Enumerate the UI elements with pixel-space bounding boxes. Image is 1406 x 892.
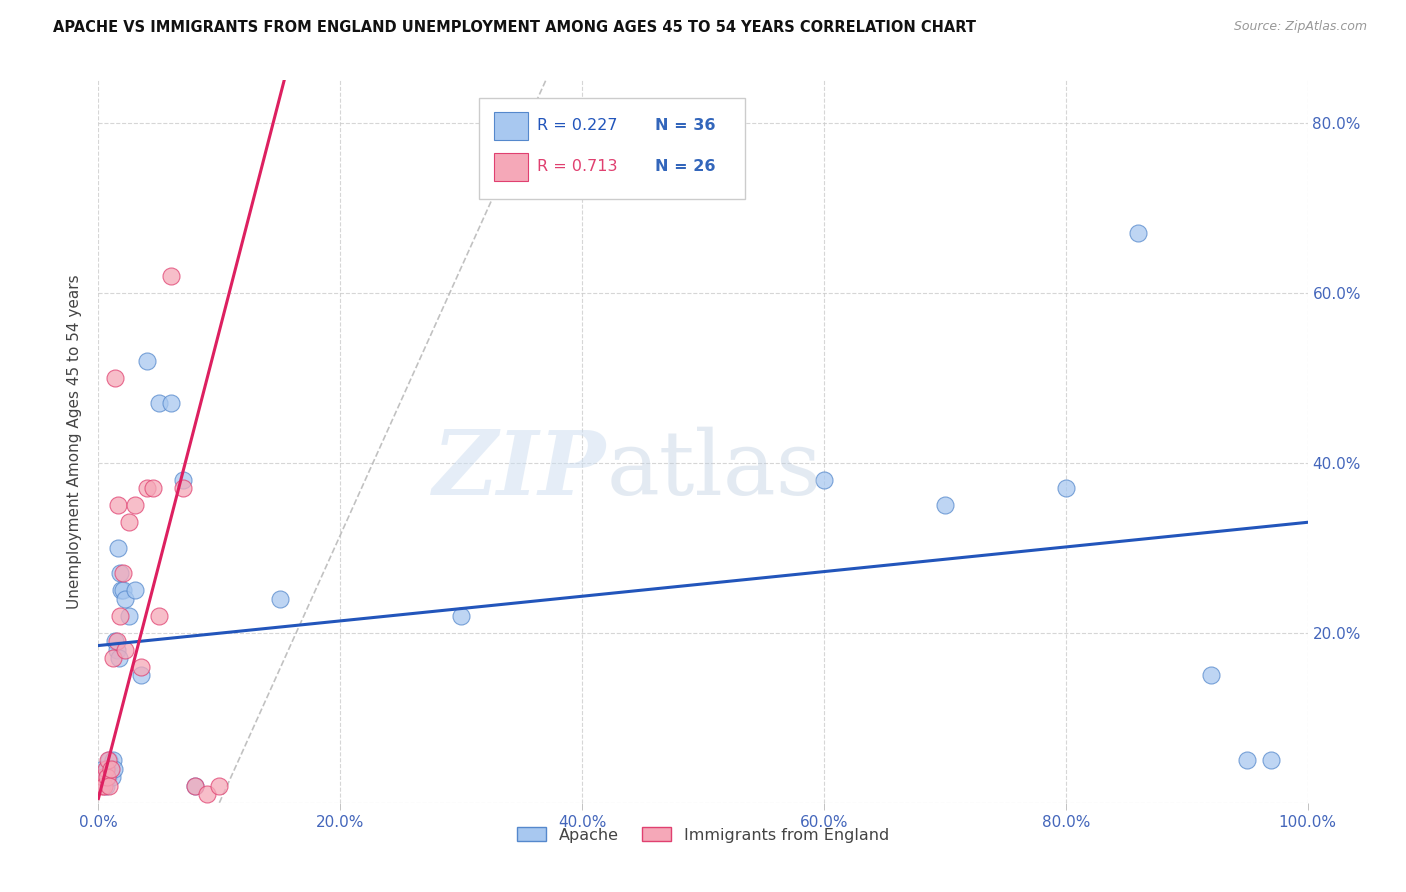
FancyBboxPatch shape (479, 98, 745, 200)
Text: N = 26: N = 26 (655, 160, 716, 175)
Legend: Apache, Immigrants from England: Apache, Immigrants from England (510, 821, 896, 849)
Bar (494, 153, 527, 181)
Point (160, 396, 183, 410)
Point (101, 651, 124, 665)
Text: Source: ZipAtlas.com: Source: ZipAtlas.com (1233, 20, 1367, 33)
Point (91, 779, 114, 793)
Point (94, 779, 117, 793)
Point (108, 608, 131, 623)
Point (101, 753, 124, 767)
Text: R = 0.227: R = 0.227 (537, 119, 617, 133)
Point (91, 770, 114, 784)
Point (97, 753, 120, 767)
Text: atlas: atlas (606, 426, 821, 514)
Point (93, 779, 115, 793)
Bar (494, 112, 527, 139)
Point (100, 762, 122, 776)
Point (107, 541, 129, 555)
Point (160, 268, 183, 283)
Point (172, 481, 194, 495)
Text: ZIP: ZIP (433, 427, 606, 514)
Point (94, 762, 117, 776)
Point (97, 770, 120, 784)
Point (148, 608, 170, 623)
Point (108, 566, 131, 581)
Point (172, 473, 194, 487)
Point (1054, 481, 1077, 495)
Point (195, 787, 218, 801)
Point (450, 608, 472, 623)
Point (813, 473, 835, 487)
Point (93, 770, 115, 784)
Point (114, 642, 136, 657)
Point (934, 498, 956, 512)
Point (98, 753, 121, 767)
Point (129, 660, 152, 674)
Point (118, 516, 141, 530)
Point (96, 762, 118, 776)
Point (111, 566, 134, 581)
Point (184, 779, 207, 793)
Point (91, 770, 114, 784)
Point (124, 498, 146, 512)
Point (129, 668, 152, 682)
Point (114, 591, 136, 606)
Point (100, 770, 122, 784)
Point (96, 770, 118, 784)
Text: R = 0.713: R = 0.713 (537, 160, 617, 175)
Point (184, 779, 207, 793)
Point (1199, 668, 1222, 682)
Point (104, 371, 127, 385)
Point (208, 779, 231, 793)
Point (1260, 753, 1282, 767)
Point (100, 762, 122, 776)
Point (104, 634, 127, 648)
Point (269, 591, 291, 606)
Point (111, 583, 134, 598)
Text: N = 36: N = 36 (655, 119, 716, 133)
Point (118, 608, 141, 623)
Point (108, 651, 131, 665)
Point (98, 779, 121, 793)
Point (124, 583, 146, 598)
Point (1236, 753, 1258, 767)
Point (91, 762, 114, 776)
Point (1128, 227, 1150, 241)
Point (103, 762, 125, 776)
Point (105, 642, 128, 657)
Point (135, 481, 157, 495)
Point (142, 481, 165, 495)
Point (105, 634, 128, 648)
Point (135, 353, 157, 368)
Point (110, 583, 132, 598)
Text: APACHE VS IMMIGRANTS FROM ENGLAND UNEMPLOYMENT AMONG AGES 45 TO 54 YEARS CORRELA: APACHE VS IMMIGRANTS FROM ENGLAND UNEMPL… (53, 20, 976, 35)
Point (107, 498, 129, 512)
Point (148, 396, 170, 410)
Y-axis label: Unemployment Among Ages 45 to 54 years: Unemployment Among Ages 45 to 54 years (67, 274, 83, 609)
